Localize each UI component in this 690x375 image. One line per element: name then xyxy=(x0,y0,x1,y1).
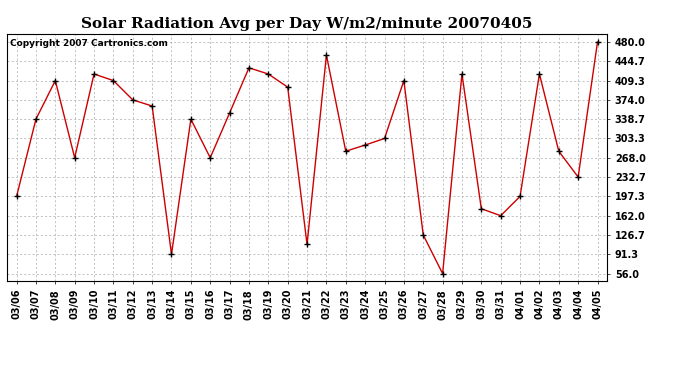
Title: Solar Radiation Avg per Day W/m2/minute 20070405: Solar Radiation Avg per Day W/m2/minute … xyxy=(81,17,533,31)
Text: Copyright 2007 Cartronics.com: Copyright 2007 Cartronics.com xyxy=(10,39,168,48)
